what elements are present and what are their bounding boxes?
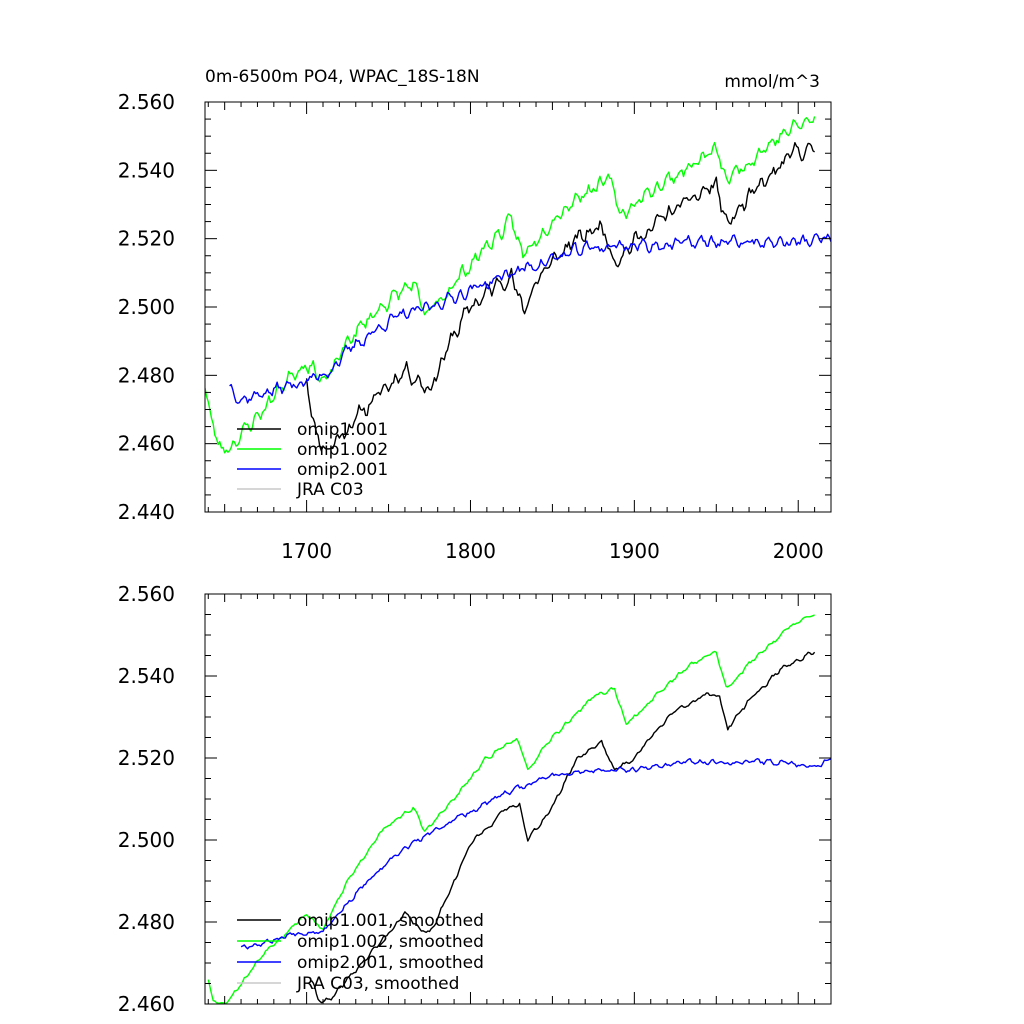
top-y-tick-label: 2.520: [118, 227, 175, 251]
top-y-tick-label: 2.440: [118, 500, 175, 524]
bottom-y-tick-label: 2.460: [118, 992, 175, 1016]
bottom-series-omip2-001-smoothed: [240, 758, 831, 950]
top-axes: 1700 1800 1900 2000 2.440 2.460 2.480 2.500 2.52…: [118, 90, 832, 563]
bottom-legend-label: JRA C03, smoothed: [296, 974, 459, 994]
top-legend-label: JRA C03: [296, 480, 364, 500]
top-series-omip1-001: [305, 142, 815, 452]
bottom-axes: 2.460 2.480 2.500 2.520 2.540 2.560: [118, 582, 832, 1016]
top-y-tick-label: 2.560: [118, 90, 175, 114]
bottom-legend-label: omip1.002, smoothed: [297, 932, 484, 952]
bottom-y-tick-label: 2.540: [118, 664, 175, 688]
top-legend-label: omip2.001: [297, 460, 388, 480]
top-series-group: [205, 116, 831, 454]
bottom-series-omip1-001-smoothed: [310, 651, 816, 1004]
bottom-y-tick-label: 2.520: [118, 746, 175, 770]
bottom-y-tick-label: 2.500: [118, 828, 175, 852]
top-chart-units: mmol/m^3: [724, 72, 820, 92]
top-chart-title: 0m-6500m PO4, WPAC_18S-18N: [205, 67, 480, 87]
bottom-y-tick-label: 2.560: [118, 582, 175, 606]
top-x-tick-label: 1700: [281, 539, 332, 563]
top-series-omip1-002: [205, 116, 816, 454]
top-y-tick-label: 2.460: [118, 432, 175, 456]
top-y-tick-label: 2.500: [118, 295, 175, 319]
top-y-tick-label: 2.540: [118, 158, 175, 182]
bottom-legend-label: omip2.001, smoothed: [297, 953, 484, 973]
top-series-omip2-001: [229, 233, 831, 404]
bottom-y-tick-label: 2.480: [118, 910, 175, 934]
bottom-series-group: [207, 614, 831, 1004]
top-x-tick-label: 1800: [445, 539, 496, 563]
top-legend-label: omip1.001: [297, 420, 388, 440]
top-legend-label: omip1.002: [297, 440, 388, 460]
top-panel: 0m-6500m PO4, WPAC_18S-18N mmol/m^3 omip…: [118, 67, 832, 563]
top-x-tick-label: 1900: [609, 539, 660, 563]
top-x-tick-label: 2000: [773, 539, 824, 563]
top-y-tick-label: 2.480: [118, 363, 175, 387]
bottom-legend-label: omip1.001, smoothed: [297, 911, 484, 931]
bottom-series-omip1-002-smoothed: [207, 614, 815, 1004]
